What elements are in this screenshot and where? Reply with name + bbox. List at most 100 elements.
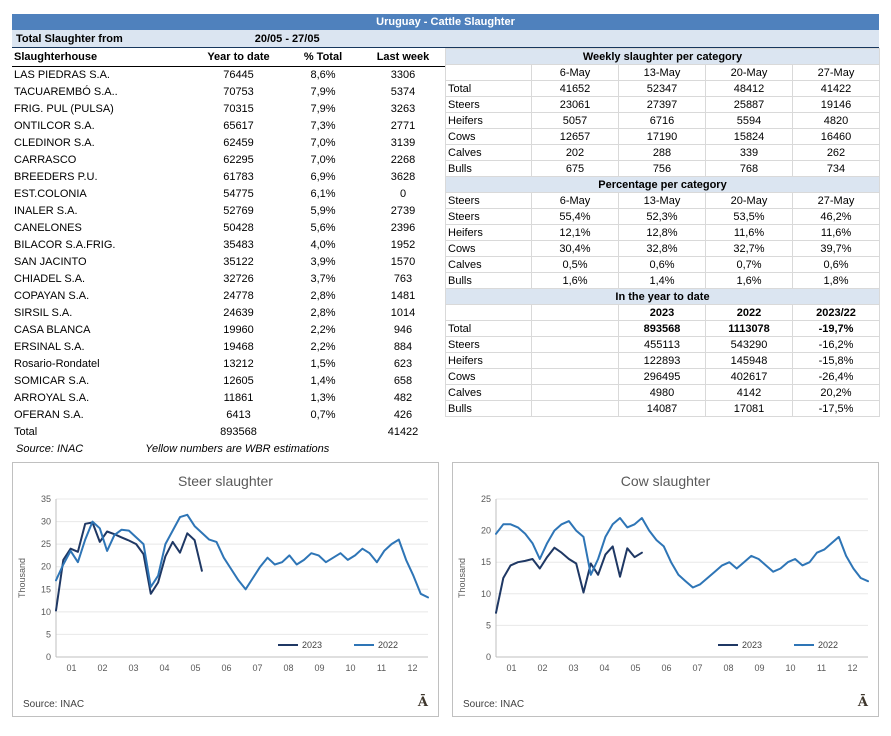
- slaughterhouse-row: BREEDERS P.U. 61783 6,9% 3628: [12, 168, 445, 185]
- cell: 35483: [223, 238, 254, 251]
- y-tick-label: 15: [480, 557, 490, 567]
- cell: 7,9%: [310, 85, 336, 98]
- cell: -17,5%: [792, 400, 880, 417]
- cell: 52769: [223, 204, 254, 217]
- column-header: 13-May: [618, 64, 706, 81]
- cell: [531, 320, 619, 337]
- data-row: Bulls 14087 17081 -17,5%: [445, 400, 880, 417]
- section-title: Percentage per category: [445, 176, 880, 193]
- y-tick-label: 0: [485, 652, 490, 662]
- cell: 0,6%: [792, 256, 880, 273]
- charts-region: Steer slaughter 0 5 10 15 20 25 30 35 01 02 03 04 05…: [12, 462, 879, 717]
- cell: 12605: [223, 374, 254, 387]
- section-title-row: In the year to date: [445, 288, 880, 305]
- x-tick-label: 09: [754, 663, 764, 673]
- data-row: Bulls 675 756 768 734: [445, 160, 880, 177]
- cell: 52,3%: [618, 208, 706, 225]
- cow-chart-panel: Cow slaughter 0 5 10 15 20 25 01 02 03 04 05 06 07 08…: [452, 462, 879, 717]
- slaughterhouse-row: Rosario-Rondatel 13212 1,5% 623: [12, 355, 445, 372]
- legend-label-2022: 2022: [378, 640, 398, 650]
- cell: 17081: [705, 400, 793, 417]
- cell: 3628: [390, 170, 416, 183]
- x-tick-label: 08: [283, 663, 293, 673]
- x-tick-label: 01: [66, 663, 76, 673]
- cell: 3139: [390, 136, 416, 149]
- data-row: Cows 12657 17190 15824 16460: [445, 128, 880, 145]
- series-line-2023: [54, 521, 203, 612]
- cell: 296495: [618, 368, 706, 385]
- cell: 7,9%: [310, 102, 336, 115]
- x-tick-label: 03: [568, 663, 578, 673]
- cell: 61783: [223, 170, 254, 183]
- cell: Heifers: [445, 352, 532, 369]
- cell: 2,8%: [310, 306, 336, 319]
- cell: CASA BLANCA: [14, 323, 91, 336]
- x-tick-label: 04: [599, 663, 609, 673]
- slaughterhouse-row: ARROYAL S.A. 11861 1,3% 482: [12, 389, 445, 406]
- cell: 11861: [223, 391, 254, 404]
- data-row: Heifers 12,1% 12,8% 11,6% 11,6%: [445, 224, 880, 241]
- column-header: [445, 304, 532, 321]
- legend-label-2022: 2022: [818, 640, 838, 650]
- legend-label-2023: 2023: [302, 640, 322, 650]
- slaughterhouse-row: ERSINAL S.A. 19468 2,2% 884: [12, 338, 445, 355]
- cell: Heifers: [445, 224, 532, 241]
- cell: Calves: [445, 384, 532, 401]
- cell: Heifers: [445, 112, 532, 129]
- cell: 20,2%: [792, 384, 880, 401]
- section-title-row: Percentage per category: [445, 176, 880, 193]
- cell: COPAYAN S.A.: [14, 289, 90, 302]
- slaughterhouse-row: CARRASCO 62295 7,0% 2268: [12, 151, 445, 168]
- column-header: 2022: [705, 304, 793, 321]
- period-value: 20/05 - 27/05: [254, 33, 320, 45]
- cell: 893568: [220, 425, 257, 438]
- cell: [285, 423, 361, 440]
- data-row: Calves 0,5% 0,6% 0,7% 0,6%: [445, 256, 880, 273]
- cell: 1,6%: [531, 272, 619, 289]
- series-line-2023: [494, 545, 643, 614]
- cell: 25887: [705, 96, 793, 113]
- cell: 145948: [705, 352, 793, 369]
- cell: Bulls: [445, 272, 532, 289]
- x-tick-label: 06: [661, 663, 671, 673]
- cell: 426: [393, 408, 413, 421]
- cell: 52347: [618, 80, 706, 97]
- slaughterhouse-row: EST.COLONIA 54775 6,1% 0: [12, 185, 445, 202]
- cell: 946: [393, 323, 413, 336]
- slaughterhouse-row: LAS PIEDRAS S.A. 76445 8,6% 3306: [12, 66, 445, 83]
- cell: 53,5%: [705, 208, 793, 225]
- cell: Steers: [445, 336, 532, 353]
- section-header-row: 2023 2022 2023/22: [445, 304, 880, 321]
- cell: CHIADEL S.A.: [14, 272, 86, 285]
- cell: 623: [393, 357, 413, 370]
- cell: Total: [445, 80, 532, 97]
- cell: 2771: [390, 119, 416, 132]
- x-tick-label: 11: [816, 663, 825, 673]
- data-row: Steers 55,4% 52,3% 53,5% 46,2%: [445, 208, 880, 225]
- chart-footer: Source: INAC Ā: [23, 695, 428, 710]
- cell: 6,9%: [310, 170, 336, 183]
- chart-title: Steer slaughter: [178, 473, 273, 489]
- cell: 2268: [390, 153, 416, 166]
- cell: 17190: [618, 128, 706, 145]
- cell: 6716: [618, 112, 706, 129]
- slaughterhouse-row: CLEDINOR S.A. 62459 7,0% 3139: [12, 134, 445, 151]
- cell: 768: [705, 160, 793, 177]
- cell: 19468: [223, 340, 254, 353]
- cell: BILACOR S.A.FRIG.: [14, 238, 116, 251]
- page-title: Uruguay - Cattle Slaughter: [12, 14, 879, 30]
- y-tick-label: 5: [485, 620, 490, 630]
- data-row: Steers 455113 543290 -16,2%: [445, 336, 880, 353]
- cell: ONTILCOR S.A.: [14, 119, 95, 132]
- cell: 1570: [390, 255, 416, 268]
- y-tick-label: 30: [40, 517, 50, 527]
- cell: 1,5%: [310, 357, 336, 370]
- section-title: Weekly slaughter per category: [445, 48, 880, 65]
- cell: Bulls: [445, 160, 532, 177]
- period-band: Total Slaughter from 20/05 - 27/05: [12, 30, 879, 48]
- cell: 2,2%: [310, 340, 336, 353]
- data-row: Steers 23061 27397 25887 19146: [445, 96, 880, 113]
- series-line-2022: [494, 517, 869, 589]
- y-tick-label: 10: [480, 589, 490, 599]
- data-row: Heifers 5057 6716 5594 4820: [445, 112, 880, 129]
